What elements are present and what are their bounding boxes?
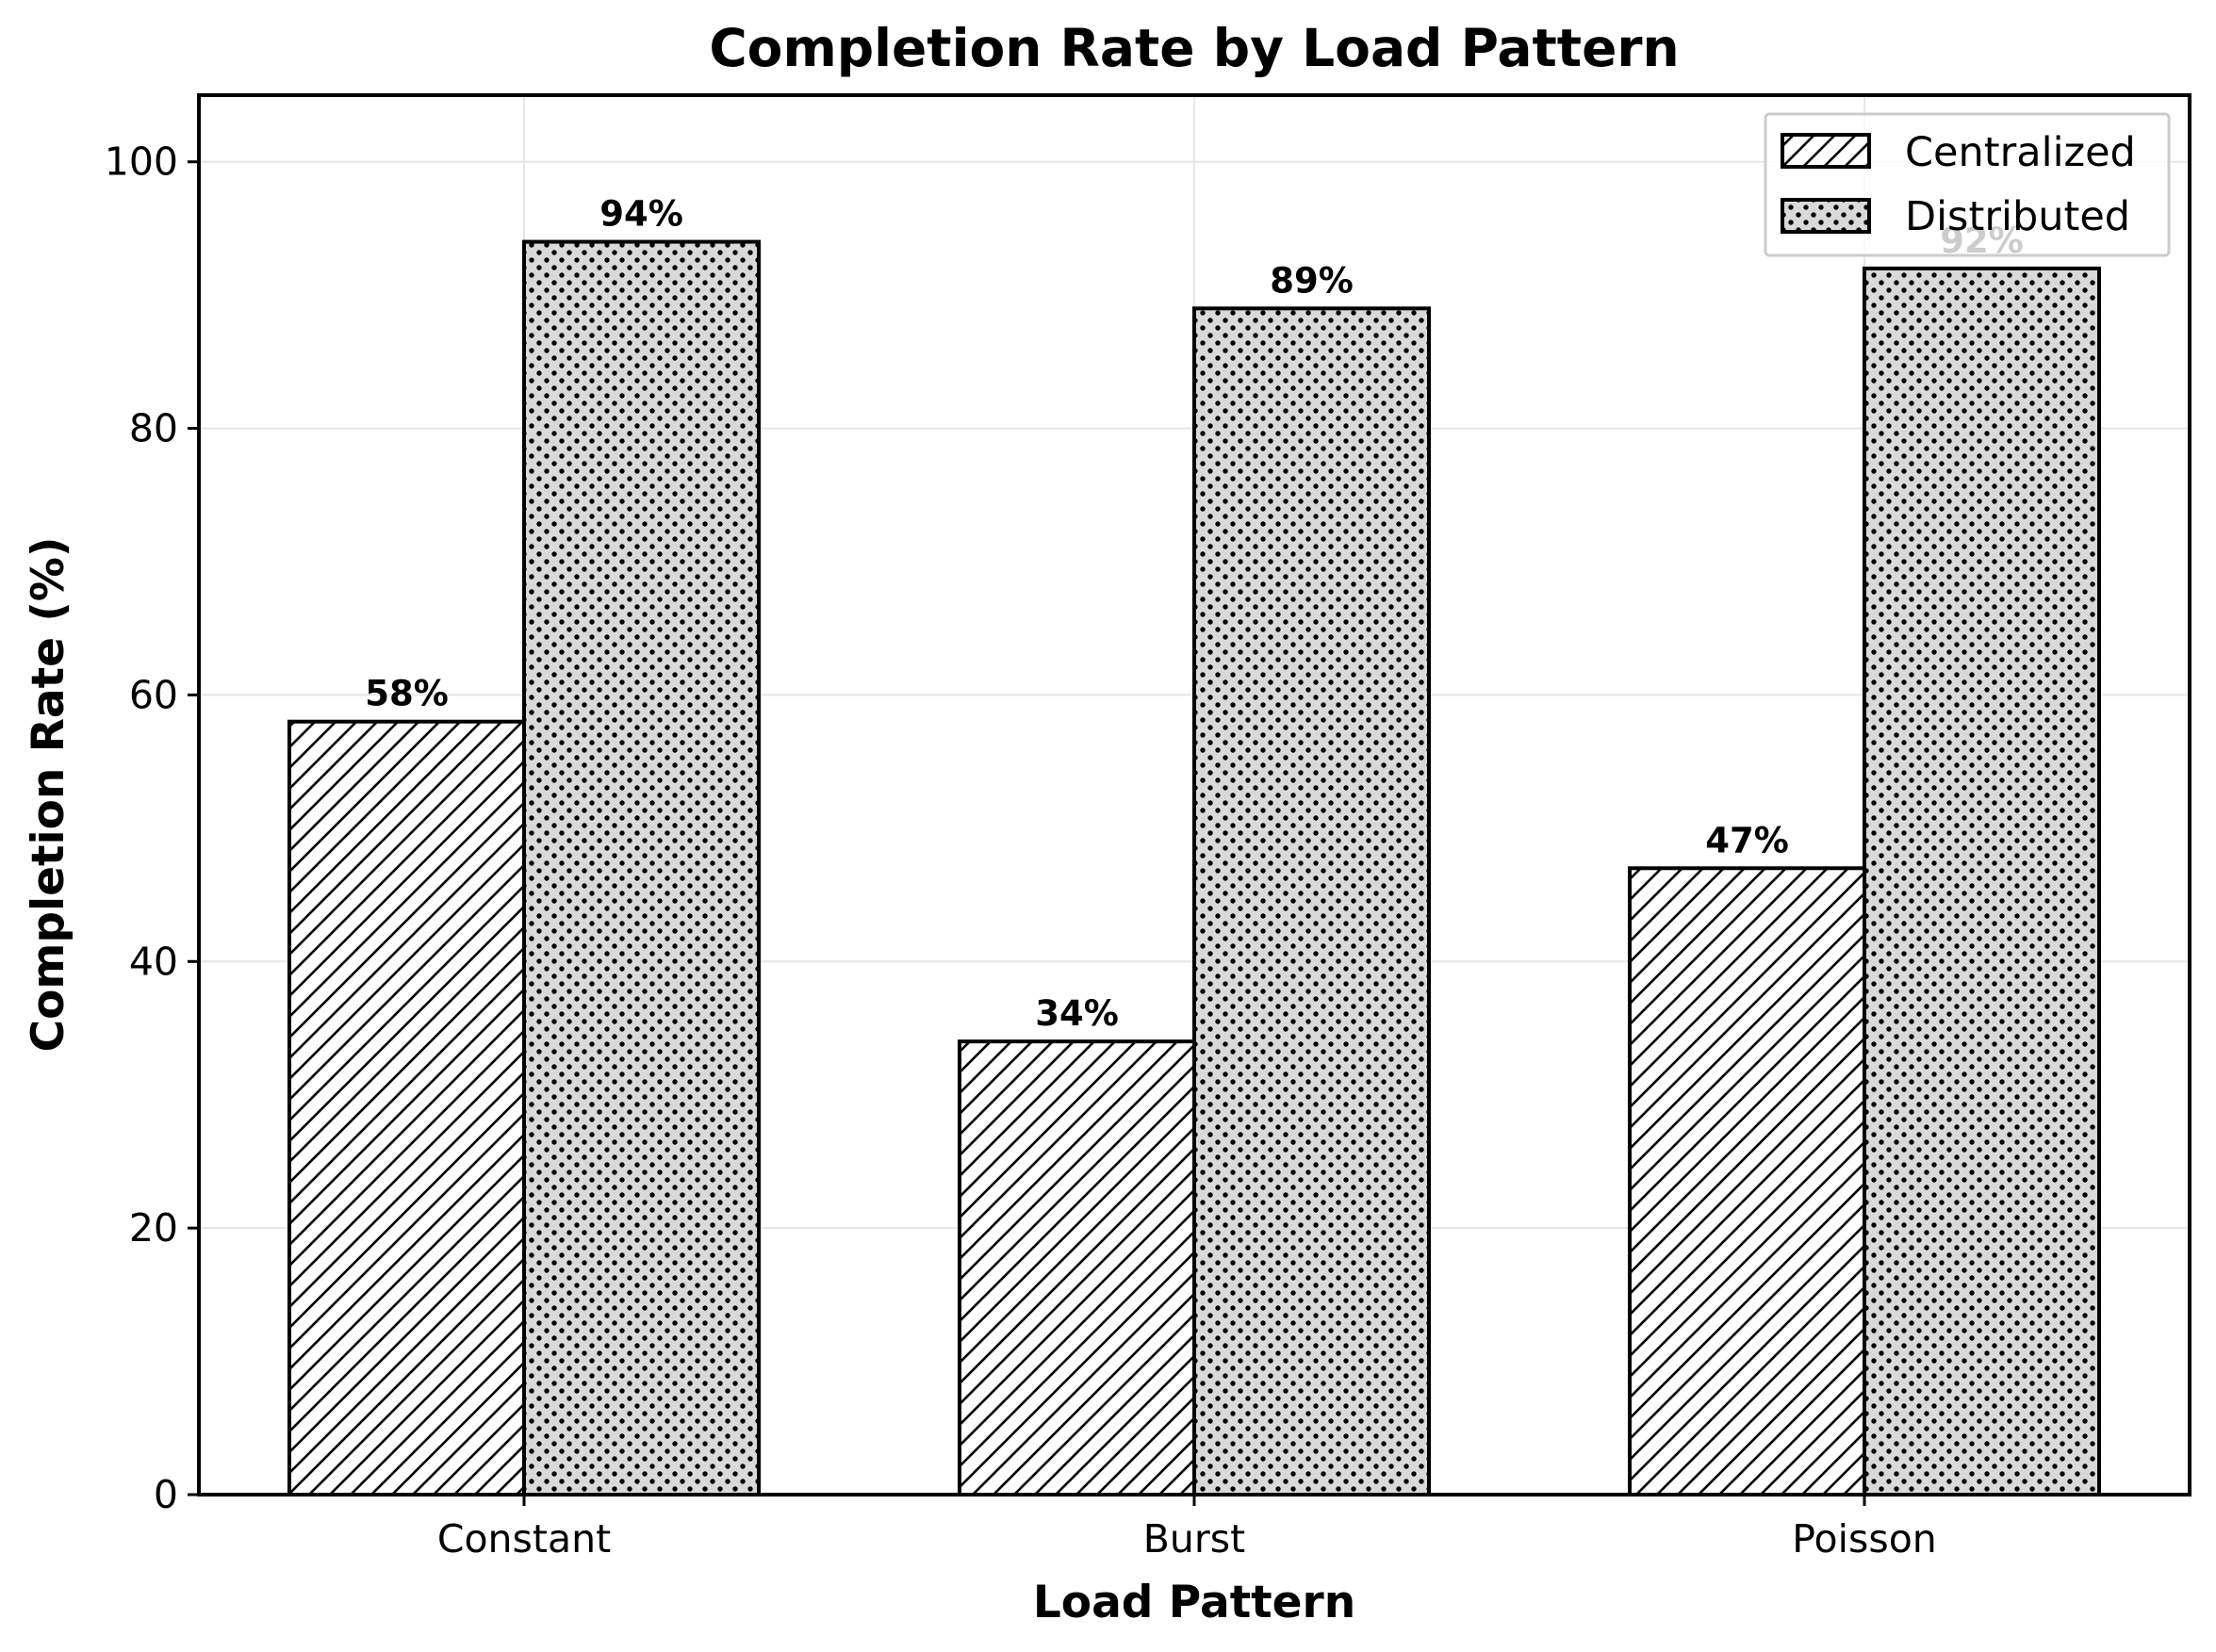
y-tick-label: 20	[129, 1205, 178, 1251]
bar-centralized-poisson	[1628, 866, 1866, 1497]
legend-label-distributed: Distributed	[1905, 193, 2130, 240]
x-tick-label: Burst	[1143, 1516, 1245, 1562]
data-label-centralized-burst: 34%	[1035, 993, 1119, 1034]
x-tick-label: Poisson	[1792, 1516, 1937, 1562]
bar-centralized-burst	[958, 1039, 1196, 1497]
y-tick-label: 100	[105, 139, 178, 185]
y-axis-label: Completion Rate (%)	[23, 537, 74, 1053]
y-axis: 0 20 40 60 80 100	[105, 139, 199, 1517]
legend-label-centralized: Centralized	[1905, 129, 2136, 176]
x-tick-label: Constant	[437, 1516, 611, 1562]
x-axis: Constant Burst Poisson	[437, 1495, 1937, 1562]
data-label-distributed-constant: 94%	[599, 194, 683, 235]
bar-centralized-constant	[287, 719, 526, 1497]
legend: Centralized Distributed	[1764, 112, 2171, 257]
y-tick-label: 40	[129, 939, 178, 984]
x-axis-label: Load Pattern	[1033, 1577, 1355, 1628]
bar-distributed-constant	[522, 239, 761, 1497]
data-label-centralized-constant: 58%	[365, 674, 449, 714]
chart-title: Completion Rate by Load Pattern	[709, 18, 1679, 78]
data-label-centralized-poisson: 47%	[1705, 820, 1789, 860]
y-tick-label: 0	[154, 1472, 178, 1517]
y-tick-label: 80	[129, 406, 178, 451]
bar-distributed-poisson	[1863, 266, 2101, 1497]
legend-swatch-distributed	[1781, 198, 1871, 234]
bar-distributed-burst	[1192, 306, 1431, 1497]
data-label-distributed-burst: 89%	[1270, 260, 1354, 301]
legend-swatch-centralized	[1781, 133, 1871, 169]
data-labels: 58%34%47%94%89%92%	[365, 194, 2024, 1035]
y-tick-label: 60	[129, 672, 178, 717]
bars	[287, 239, 2101, 1497]
